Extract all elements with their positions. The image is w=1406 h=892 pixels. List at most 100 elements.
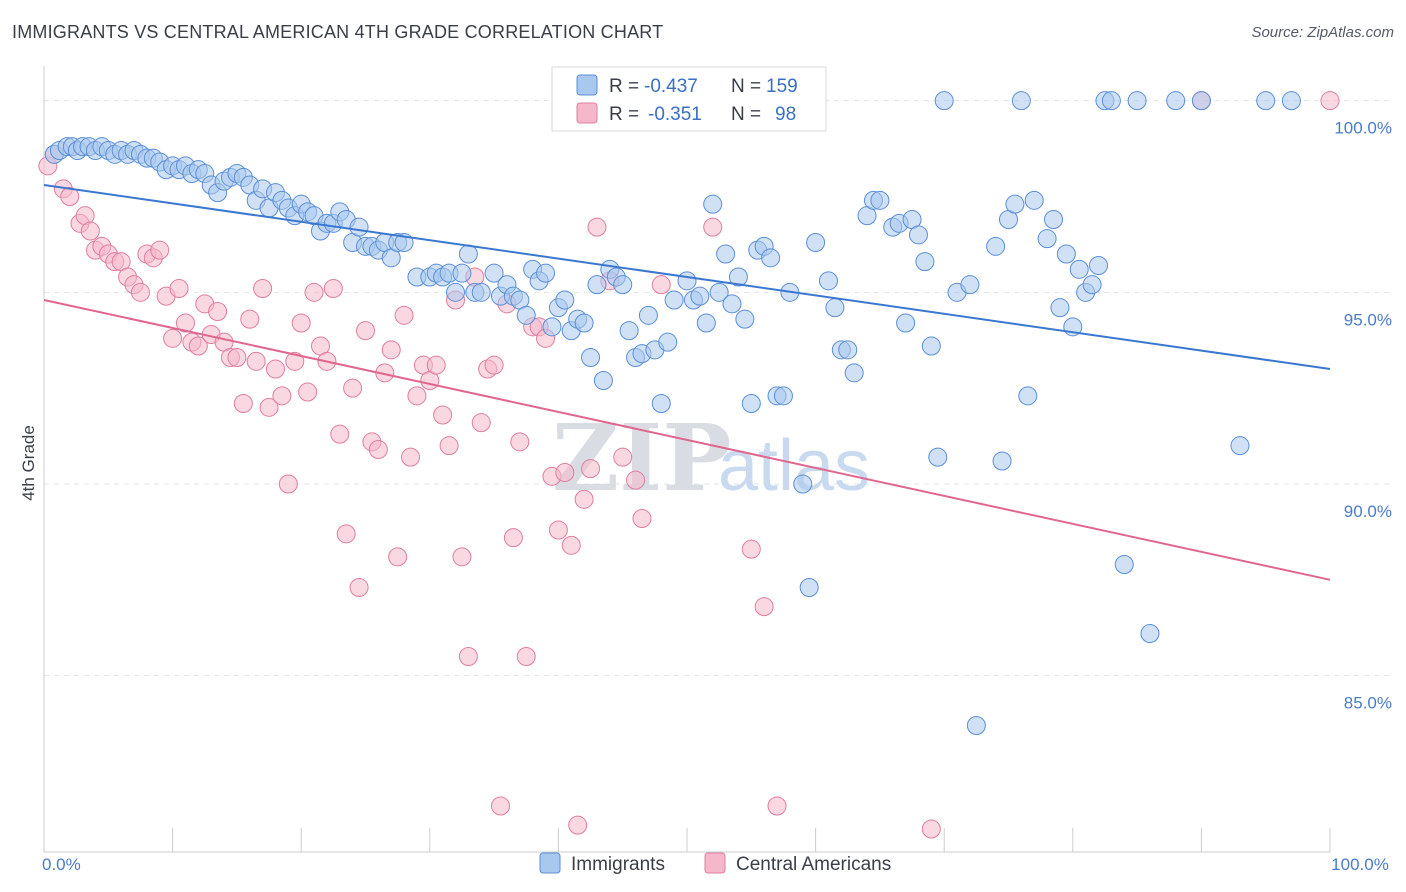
immigrants-point-134 — [966, 716, 986, 735]
central-americans-point-37 — [278, 474, 298, 494]
immigrants-point-138 — [1005, 194, 1025, 214]
immigrants-point-136 — [992, 451, 1012, 471]
central-americans-point-31 — [240, 309, 260, 329]
x-tick-labels: 0.0% 100.0% — [42, 855, 1389, 874]
immigrants-point-125 — [896, 313, 916, 333]
immigrants-point-66 — [484, 263, 504, 283]
central-americans-point-49 — [356, 321, 375, 341]
central-americans-point-40 — [298, 382, 318, 402]
immigrants-point-75 — [542, 317, 562, 337]
trend-line-1 — [43, 299, 1331, 581]
bottom-legend-swatch-central-americans — [704, 852, 726, 874]
central-americans-point-39 — [291, 313, 311, 333]
y-axis-label: 4th Grade — [19, 425, 38, 501]
central-americans-point-87 — [613, 447, 633, 467]
y-tick-label-3: 85.0% — [1344, 694, 1392, 713]
immigrants-point-99 — [703, 194, 723, 214]
central-americans-point-41 — [304, 282, 324, 302]
central-americans-point-36 — [272, 386, 292, 406]
central-americans-point-53 — [381, 340, 401, 360]
immigrants-point-110 — [773, 386, 793, 406]
immigrants-point-100 — [709, 282, 729, 302]
immigrants-point-122 — [870, 190, 890, 210]
legend-r-value-1: -0.351 — [648, 104, 702, 125]
top-legend: R = -0.437 N = 159 R = -0.351 N = 98 — [551, 66, 827, 132]
central-americans-point-44 — [323, 279, 343, 298]
immigrants-point-113 — [799, 578, 819, 597]
immigrants-point-65 — [471, 282, 491, 302]
central-americans-point-94 — [767, 796, 787, 816]
bottom-legend-central-americans: Central Americans — [736, 854, 891, 875]
central-americans-point-88 — [626, 470, 646, 490]
legend-swatch-central-americans — [576, 102, 598, 124]
bottom-legend: Immigrants Central Americans — [539, 852, 891, 875]
immigrants-point-160 — [1281, 91, 1301, 111]
immigrants-point-154 — [1127, 91, 1147, 111]
immigrants-point-155 — [1140, 624, 1160, 643]
bottom-legend-swatch-immigrants — [539, 852, 561, 874]
central-americans-point-34 — [259, 397, 279, 417]
central-americans-point-81 — [561, 535, 581, 555]
immigrants-point-119 — [844, 363, 864, 383]
central-americans-point-69 — [484, 355, 504, 375]
top-legend-box — [551, 66, 827, 132]
central-americans-point-48 — [349, 578, 369, 597]
immigrants-point-108 — [761, 248, 781, 268]
immigrants-point-63 — [458, 244, 478, 264]
immigrants-point-133 — [960, 275, 980, 295]
immigrants-point-77 — [555, 290, 575, 310]
immigrants-point-159 — [1256, 91, 1276, 111]
immigrants-point-62 — [452, 263, 472, 283]
central-americans-point-26 — [208, 302, 228, 321]
central-americans-point-84 — [581, 459, 601, 479]
series-central-americans — [38, 91, 1340, 839]
central-americans-point-51 — [368, 440, 388, 459]
immigrants-point-157 — [1191, 91, 1211, 111]
central-americans-point-91 — [703, 217, 723, 237]
immigrants-point-118 — [838, 340, 858, 360]
central-americans-point-65 — [458, 647, 478, 666]
immigrants-point-149 — [1082, 275, 1102, 295]
x-tick-label-1: 100.0% — [1331, 855, 1389, 874]
central-americans-point-6 — [80, 221, 100, 241]
immigrants-point-150 — [1089, 256, 1109, 275]
central-americans-point-67 — [471, 413, 491, 433]
central-americans-point-79 — [548, 520, 568, 540]
central-americans-point-80 — [555, 463, 575, 482]
immigrants-point-140 — [1018, 386, 1038, 406]
immigrants-point-130 — [928, 447, 948, 467]
immigrants-point-127 — [908, 225, 928, 245]
immigrants-point-153 — [1114, 555, 1134, 574]
immigrants-point-48 — [349, 217, 369, 237]
immigrants-point-80 — [574, 313, 594, 333]
central-americans-point-20 — [169, 279, 189, 298]
immigrants-point-93 — [658, 332, 678, 352]
immigrants-point-103 — [728, 267, 748, 287]
y-tick-label-1: 95.0% — [1344, 310, 1392, 329]
legend-n-label-0: N = — [731, 76, 761, 97]
immigrants-point-141 — [1024, 190, 1044, 210]
central-americans-point-90 — [651, 275, 671, 295]
immigrants-point-90 — [638, 305, 658, 325]
immigrants-point-135 — [986, 236, 1006, 256]
central-americans-point-97 — [1320, 91, 1340, 111]
central-americans-point-45 — [330, 424, 350, 444]
axes — [43, 66, 1331, 853]
central-americans-point-73 — [510, 432, 530, 452]
immigrants-point-71 — [516, 305, 536, 325]
immigrants-point-147 — [1069, 259, 1089, 279]
immigrants-point-156 — [1166, 91, 1186, 111]
chart-title: IMMIGRANTS VS CENTRAL AMERICAN 4TH GRADE… — [12, 22, 664, 42]
central-americans-point-70 — [491, 796, 511, 816]
immigrants-point-102 — [722, 294, 742, 314]
central-americans-point-93 — [754, 597, 774, 617]
bottom-legend-immigrants: Immigrants — [571, 854, 665, 875]
chart-source: Source: ZipAtlas.com — [1251, 24, 1394, 41]
immigrants-point-158 — [1230, 436, 1250, 456]
immigrants-point-145 — [1056, 244, 1076, 264]
immigrants-point-144 — [1050, 298, 1070, 318]
immigrants-point-95 — [677, 271, 697, 291]
central-americans-point-85 — [587, 217, 607, 237]
legend-n-value-1: 98 — [775, 104, 796, 125]
legend-r-label-1: R = — [609, 104, 639, 125]
